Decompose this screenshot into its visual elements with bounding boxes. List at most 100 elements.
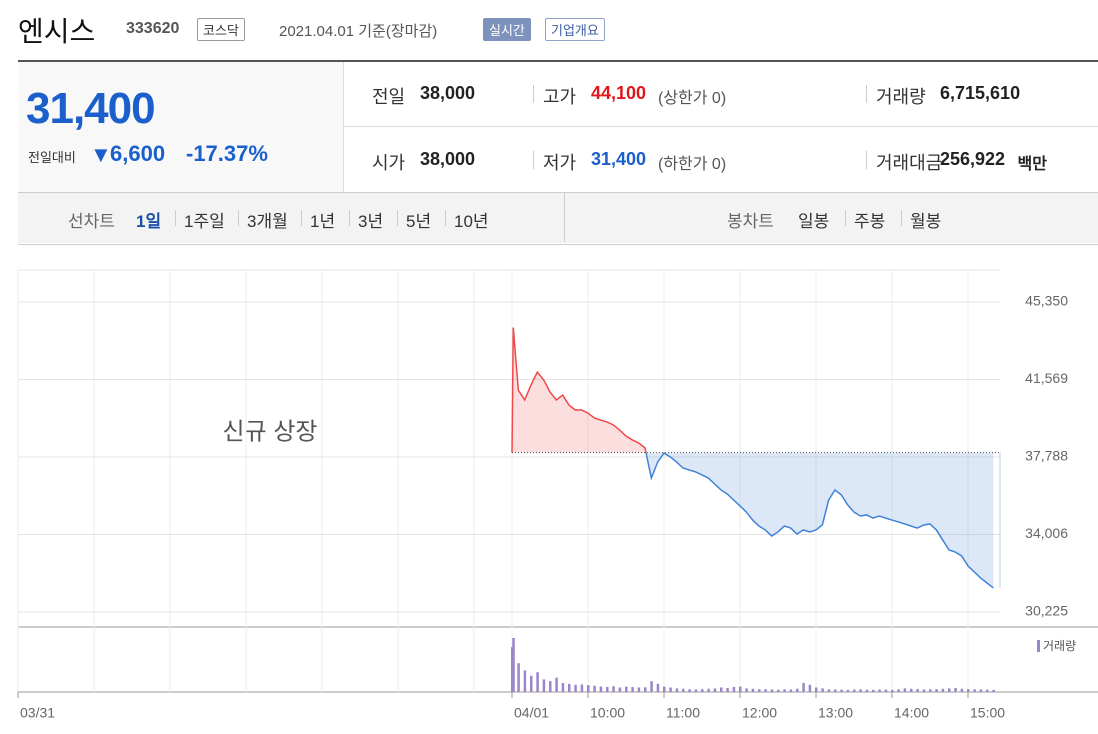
x-tick-label: 13:00 <box>818 705 853 721</box>
volume-bar <box>574 684 577 692</box>
x-tick-label: 15:00 <box>970 705 1005 721</box>
change-amount: 6,600 <box>110 141 166 166</box>
volume-bar <box>796 688 799 692</box>
realtime-button[interactable]: 실시간 <box>483 18 531 41</box>
company-button[interactable]: 기업개요 <box>545 18 605 41</box>
x-tick-label: 10:00 <box>590 705 625 721</box>
volume-bar <box>929 689 932 692</box>
tab[interactable]: 3년 <box>358 212 384 231</box>
y-tick-label: 41,569 <box>1025 370 1068 386</box>
volume-bar <box>644 687 647 692</box>
volume-bar <box>922 689 926 692</box>
volume-bar <box>846 689 850 692</box>
price-area <box>512 327 994 588</box>
volume-bar <box>618 687 622 692</box>
volume-bar <box>941 688 945 692</box>
legend-swatch <box>1037 640 1040 652</box>
volume-bar <box>777 689 780 692</box>
tab[interactable]: 5년 <box>406 212 432 231</box>
volume-bar <box>580 684 584 692</box>
volume-bar <box>682 688 685 692</box>
tab[interactable]: 3개월 <box>247 212 288 231</box>
y-tick-label: 45,350 <box>1025 293 1068 309</box>
volume-bar <box>549 681 552 692</box>
volume-bar <box>834 689 837 692</box>
volume-bar <box>948 688 951 692</box>
volume-bar <box>992 689 995 692</box>
tab[interactable]: 1년 <box>310 212 336 231</box>
stock-code: 333620 <box>126 20 180 37</box>
volume-bar <box>859 689 862 692</box>
volume-bar <box>530 675 533 692</box>
volume-bar <box>910 688 913 692</box>
volume-bar <box>517 663 520 692</box>
tab-separator <box>175 210 176 226</box>
cell-divider <box>533 151 534 169</box>
volume-bar <box>739 686 742 692</box>
tab-divider <box>564 193 565 242</box>
tab-separator <box>901 210 902 226</box>
volume-bar <box>732 686 736 692</box>
volume-bar <box>770 689 774 692</box>
change-label: 전일대비 <box>28 150 76 165</box>
stock-name: 엔시스 <box>18 16 96 47</box>
x-tick-label: 12:00 <box>742 705 777 721</box>
x-tick-label: 04/01 <box>514 705 549 721</box>
volume-bar <box>891 689 894 692</box>
tab-bar <box>18 192 1098 243</box>
volume-bar <box>954 688 957 692</box>
volume-bar <box>512 638 515 692</box>
volume-bar <box>979 689 983 692</box>
tab[interactable]: 월봉 <box>910 212 942 231</box>
volume-bar <box>897 689 900 692</box>
change-rate: -17.37% <box>186 141 268 166</box>
volume-bar <box>872 689 875 692</box>
volume-bar <box>973 689 976 692</box>
y-tick-label: 30,225 <box>1025 603 1068 619</box>
quote-value: 44,100 <box>591 83 647 103</box>
volume-bar <box>536 672 539 692</box>
volume-bar <box>637 687 641 692</box>
volume-bar <box>701 689 704 692</box>
price-panel <box>18 62 344 192</box>
volume-bar <box>669 687 672 692</box>
tab[interactable]: 1일 <box>136 212 162 231</box>
volume-bar <box>694 689 698 692</box>
quote-label: 전일 <box>372 87 406 107</box>
tab[interactable]: 10년 <box>454 212 489 231</box>
quote-value: 256,922 <box>940 149 1006 169</box>
volume-bar <box>878 689 881 692</box>
volume-bar <box>631 687 634 692</box>
volume-bar <box>612 686 615 692</box>
volume-bar <box>751 688 755 692</box>
volume-bar <box>853 689 856 692</box>
x-tick-label: 14:00 <box>894 705 929 721</box>
cell-divider <box>533 85 534 103</box>
volume-bar <box>561 683 565 692</box>
volume-bar <box>783 689 786 692</box>
volume-bar <box>802 683 805 692</box>
volume-bar <box>815 687 818 692</box>
tab[interactable]: 주봉 <box>854 212 886 231</box>
quote-value: 31,400 <box>591 149 647 169</box>
volume-bar <box>542 679 546 692</box>
volume-bar <box>726 688 729 692</box>
volume-bar <box>625 686 628 692</box>
volume-bar <box>960 688 964 692</box>
tab[interactable]: 1주일 <box>184 212 225 231</box>
tab-group-label: 선차트 <box>68 212 115 231</box>
date-info: 2021.04.01 기준(장마감) <box>279 23 438 40</box>
volume-bar <box>713 688 717 692</box>
tab[interactable]: 일봉 <box>798 212 830 231</box>
volume-bar <box>916 689 919 692</box>
volume-bar <box>675 688 679 692</box>
quote-note: (하한가 0) <box>658 156 727 173</box>
volume-bar <box>707 688 710 692</box>
volume-bar <box>827 689 831 692</box>
volume-bar <box>884 689 888 692</box>
volume-bar <box>656 683 660 692</box>
volume-bar <box>523 670 527 692</box>
